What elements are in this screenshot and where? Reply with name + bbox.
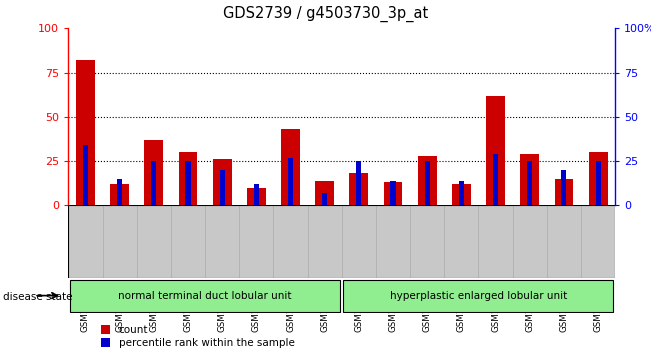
- Bar: [213, 159, 232, 205]
- Bar: [247, 188, 266, 205]
- Text: GDS2739 / g4503730_3p_at: GDS2739 / g4503730_3p_at: [223, 5, 428, 22]
- Bar: [418, 156, 437, 205]
- Bar: [391, 181, 396, 205]
- Legend: count, percentile rank within the sample: count, percentile rank within the sample: [101, 325, 294, 348]
- Bar: [70, 280, 340, 312]
- Bar: [520, 154, 539, 205]
- Bar: [493, 154, 498, 205]
- Bar: [145, 140, 163, 205]
- Bar: [452, 184, 471, 205]
- Bar: [459, 181, 464, 205]
- Bar: [178, 152, 197, 205]
- Bar: [350, 173, 368, 205]
- Bar: [219, 170, 225, 205]
- Bar: [555, 179, 574, 205]
- Bar: [315, 181, 334, 205]
- Bar: [83, 145, 88, 205]
- Bar: [186, 161, 191, 205]
- Bar: [383, 182, 402, 205]
- Text: hyperplastic enlarged lobular unit: hyperplastic enlarged lobular unit: [390, 291, 567, 301]
- Bar: [424, 161, 430, 205]
- Bar: [356, 161, 361, 205]
- Bar: [561, 170, 566, 205]
- Bar: [589, 152, 607, 205]
- Bar: [322, 193, 327, 205]
- Bar: [151, 161, 156, 205]
- Bar: [117, 179, 122, 205]
- Bar: [288, 158, 293, 205]
- Bar: [110, 184, 129, 205]
- Bar: [596, 161, 601, 205]
- Bar: [76, 60, 95, 205]
- Bar: [254, 184, 259, 205]
- Bar: [486, 96, 505, 205]
- Text: disease state: disease state: [3, 292, 73, 302]
- Bar: [281, 129, 300, 205]
- Bar: [527, 161, 533, 205]
- Text: normal terminal duct lobular unit: normal terminal duct lobular unit: [118, 291, 292, 301]
- Bar: [344, 280, 613, 312]
